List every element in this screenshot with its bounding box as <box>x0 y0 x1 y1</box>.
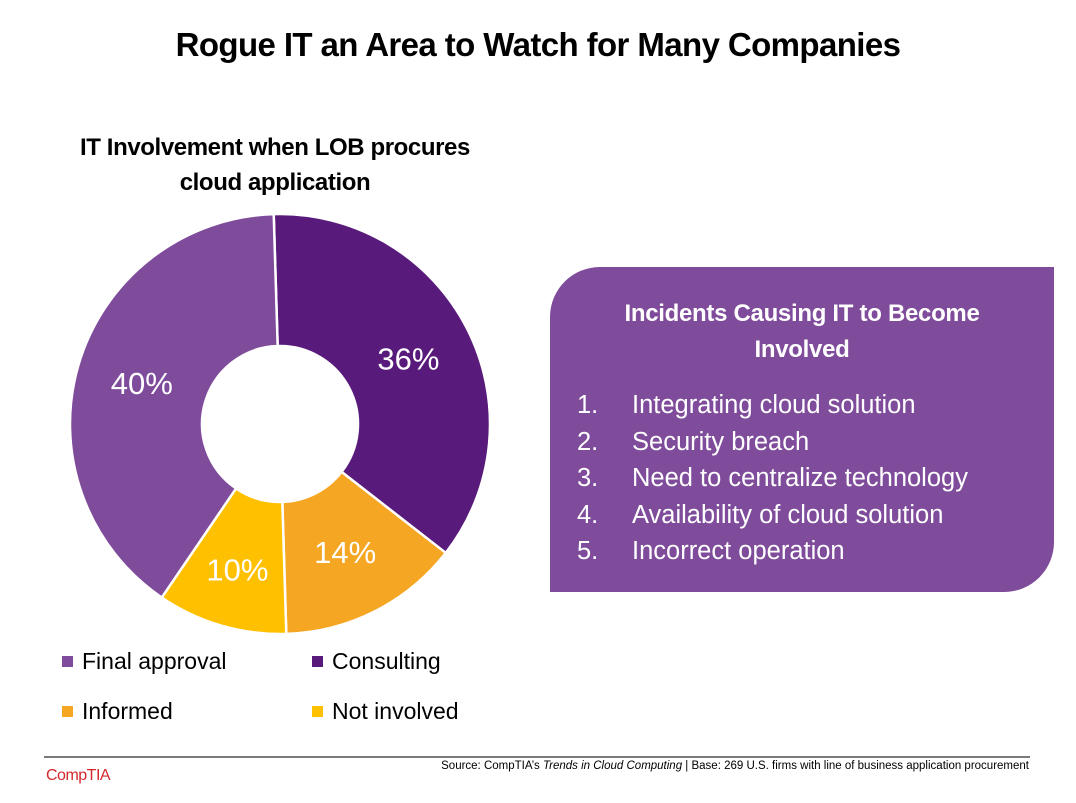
list-number: 3. <box>577 464 599 492</box>
list-text: Availability of cloud solution <box>632 500 944 529</box>
source-suffix: | Base: 269 U.S. firms with line of busi… <box>682 760 1029 772</box>
list-item: 5. Incorrect operation <box>577 533 968 570</box>
data-label-consulting: 36% <box>377 341 439 376</box>
panel-title-line-1: Incidents Causing IT to Become <box>624 300 980 327</box>
panel-title: Incidents Causing IT to Become Involved <box>550 296 1054 368</box>
data-label-not-involved: 10% <box>206 552 268 587</box>
list-number: 4. <box>577 500 599 529</box>
legend-item-consulting: Consulting <box>312 648 441 675</box>
incidents-panel: Incidents Causing IT to Become Involved … <box>550 267 1054 592</box>
legend-label: Informed <box>82 698 173 724</box>
donut-slice-informed <box>281 470 448 636</box>
source-prefix: Source: CompTIA’s <box>441 760 543 772</box>
list-text: Integrating cloud solution <box>632 391 916 419</box>
list-text: Incorrect operation <box>632 537 845 565</box>
chart-title-line-2: cloud application <box>179 169 371 196</box>
legend-item-informed: Informed <box>62 698 173 725</box>
legend-label: Consulting <box>332 648 441 674</box>
legend-swatch <box>62 706 73 717</box>
data-label-final-approval: 40% <box>111 366 173 401</box>
donut-slice-consulting <box>272 212 492 555</box>
list-text: Security breach <box>632 427 810 456</box>
legend-item-not-involved: Not involved <box>312 698 459 725</box>
chart-title: IT Involvement when LOB procures cloud a… <box>40 130 510 200</box>
legend-label: Final approval <box>82 648 227 674</box>
source-publication: Trends in Cloud Computing <box>542 760 683 772</box>
incidents-list: 1. Integrating cloud solution 2. Security … <box>577 387 968 570</box>
panel-title-line-2: Involved <box>754 336 850 363</box>
list-number: 1. <box>577 391 599 419</box>
list-item: 1. Integrating cloud solution <box>577 387 968 424</box>
legend-swatch <box>312 706 323 717</box>
list-text: Need to centralize technology <box>632 464 968 492</box>
legend-swatch <box>312 656 323 667</box>
list-number: 2. <box>577 427 599 456</box>
donut-chart: 36% 14% 10% 40% <box>68 212 492 636</box>
donut-slice-final-approval <box>68 212 279 600</box>
legend-item-final-approval: Final approval <box>62 648 226 675</box>
list-item: 3. Need to centralize technology <box>577 460 968 497</box>
data-label-informed: 14% <box>314 535 376 570</box>
legend-swatch <box>62 656 73 667</box>
footer-divider <box>44 756 1030 758</box>
list-number: 5. <box>577 537 599 565</box>
source-note: Source: CompTIA’s Trends in Cloud Comput… <box>441 760 1029 772</box>
list-item: 2. Security breach <box>577 424 968 461</box>
slide-title: Rogue IT an Area to Watch for Many Compa… <box>175 26 901 63</box>
list-item: 4. Availability of cloud solution <box>577 497 968 534</box>
comptia-logo: CompTIA <box>46 767 111 784</box>
legend-label: Not involved <box>332 698 459 724</box>
chart-title-line-1: IT Involvement when LOB procures <box>80 134 470 161</box>
